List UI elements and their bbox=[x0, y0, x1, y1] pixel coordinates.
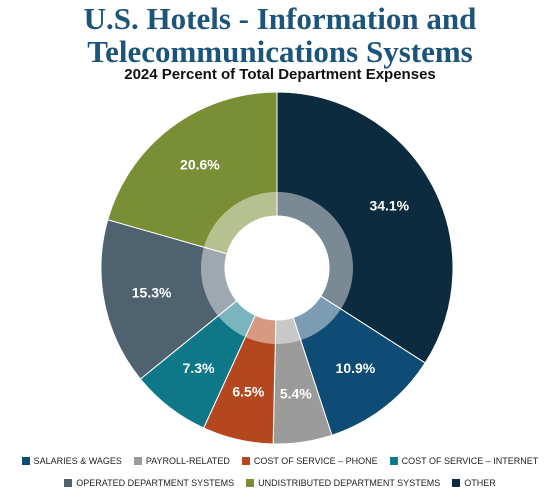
legend-swatch bbox=[241, 457, 250, 465]
legend-item: COST OF SERVICE – INTERNET bbox=[389, 456, 539, 466]
legend-swatch bbox=[246, 479, 255, 487]
legend-label: COST OF SERVICE – PHONE bbox=[253, 456, 378, 466]
legend-item: OTHER bbox=[452, 478, 496, 488]
legend-label: SALARIES & WAGES bbox=[33, 456, 122, 466]
data-label: 7.3% bbox=[183, 360, 215, 376]
data-label: 10.9% bbox=[336, 360, 376, 376]
legend-item: COST OF SERVICE – PHONE bbox=[241, 456, 378, 466]
legend-label: OTHER bbox=[464, 478, 496, 488]
legend-label: PAYROLL-RELATED bbox=[145, 456, 230, 466]
legend-swatch bbox=[389, 457, 398, 465]
chart-title: U.S. Hotels - Information and Telecommun… bbox=[83, 1, 477, 69]
legend-label: COST OF SERVICE – INTERNET bbox=[401, 456, 539, 466]
data-label: 34.1% bbox=[369, 197, 409, 213]
inner-ring bbox=[200, 192, 353, 344]
chart-subtitle: 2024 Percent of Total Department Expense… bbox=[124, 66, 436, 83]
legend-item: UNDISTRIBUTED DEPARTMENT SYSTEMS bbox=[246, 478, 440, 488]
legend-label: OPERATED DEPARTMENT SYSTEMS bbox=[76, 478, 235, 488]
data-label: 5.4% bbox=[280, 385, 312, 401]
legend-item: SALARIES & WAGES bbox=[21, 456, 122, 466]
data-label: 6.5% bbox=[232, 383, 264, 399]
data-label: 20.6% bbox=[180, 157, 220, 173]
data-label: 15.3% bbox=[132, 284, 172, 300]
hole bbox=[225, 216, 329, 320]
legend-item: OPERATED DEPARTMENT SYSTEMS bbox=[64, 478, 234, 488]
legend-item: PAYROLL-RELATED bbox=[133, 456, 230, 466]
legend-swatch bbox=[452, 479, 461, 487]
legend-label: UNDISTRIBUTED DEPARTMENT SYSTEMS bbox=[258, 478, 441, 488]
legend-swatch bbox=[64, 479, 73, 487]
legend: SALARIES & WAGES PAYROLL-RELATED COST OF S… bbox=[5, 456, 555, 488]
legend-swatch bbox=[21, 457, 30, 465]
legend-swatch bbox=[133, 457, 142, 465]
